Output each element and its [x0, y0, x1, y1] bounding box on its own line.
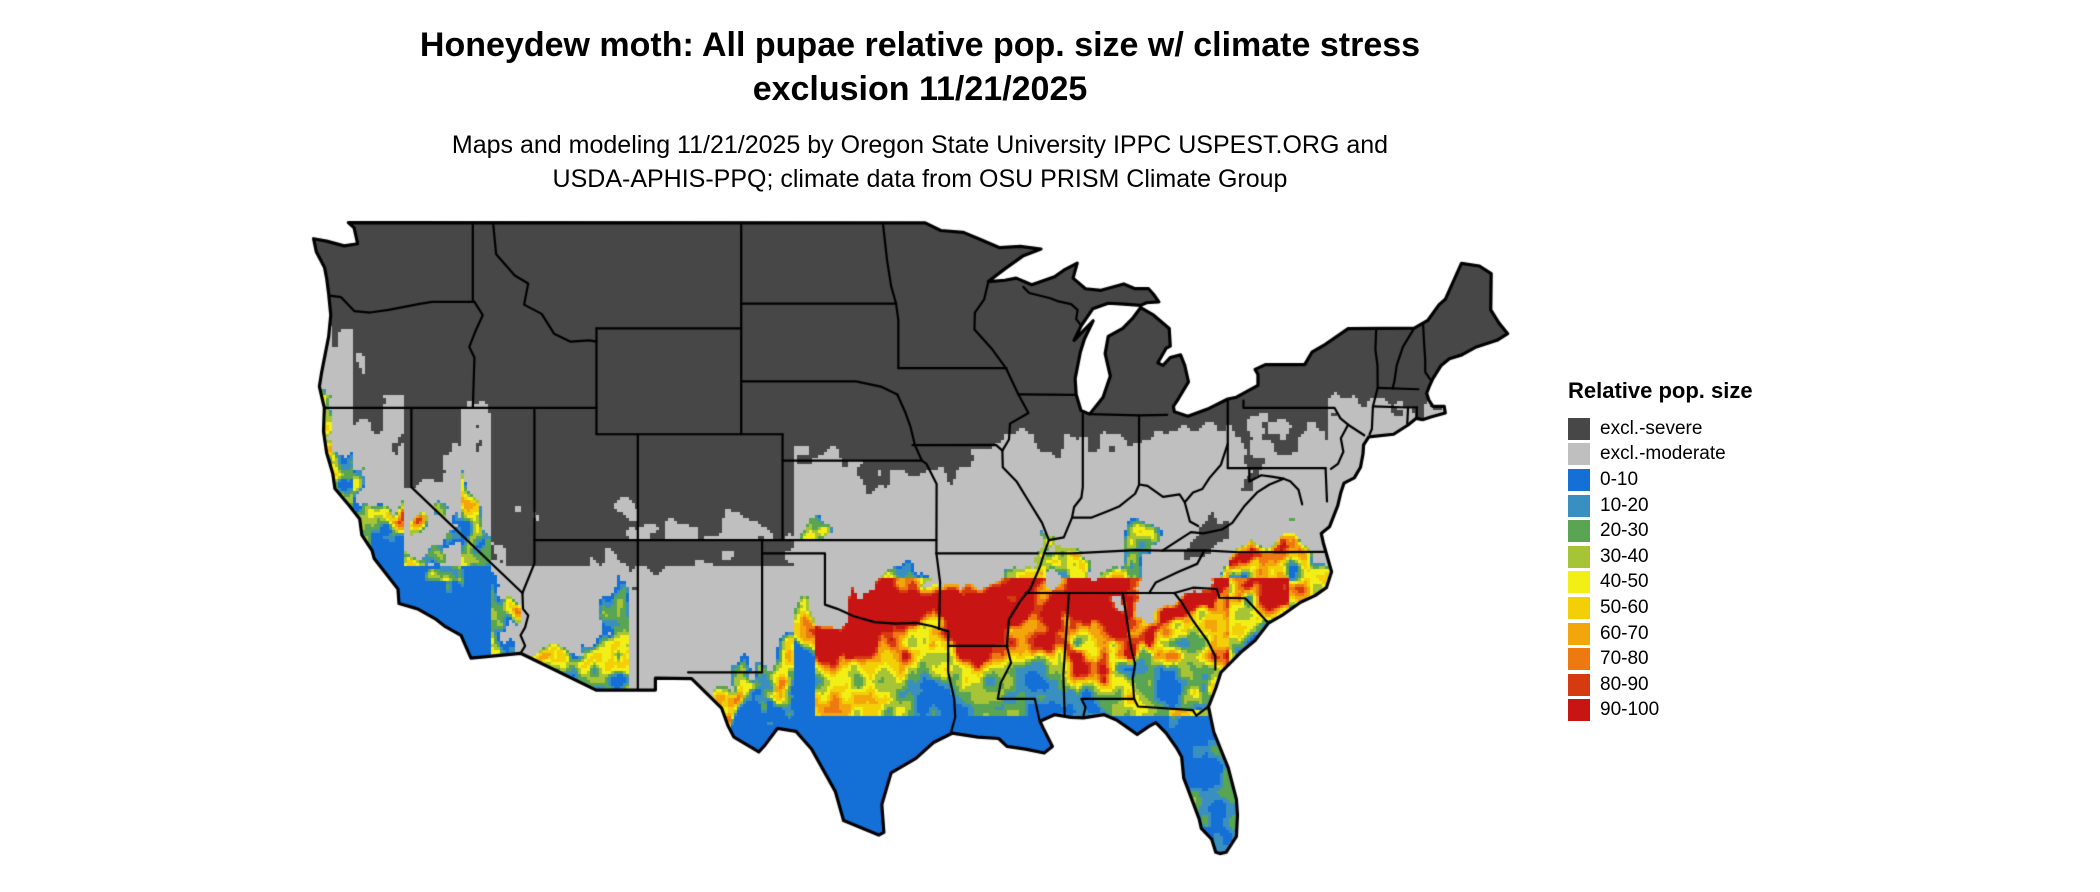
title-line-2: exclusion 11/21/2025: [752, 69, 1088, 108]
legend-label: 30-40: [1600, 545, 1649, 567]
legend-swatch: [1568, 545, 1590, 568]
legend-row: 80-90: [1568, 672, 1753, 698]
legend-label: excl.-severe: [1600, 417, 1703, 439]
title-line-1: Honeydew moth: All pupae relative pop. s…: [419, 26, 1421, 64]
legend-swatch: [1568, 699, 1590, 722]
page-subtitle: Maps and modeling 11/21/2025 by Oregon S…: [20, 129, 1820, 196]
legend-swatch: [1568, 520, 1590, 543]
legend-swatch: [1568, 648, 1590, 671]
legend-label: 70-80: [1600, 648, 1649, 670]
legend-row: excl.-severe: [1568, 416, 1753, 442]
legend-swatch: [1568, 417, 1590, 440]
legend-swatch: [1568, 596, 1590, 619]
legend-row: excl.-moderate: [1568, 442, 1753, 468]
subtitle-line-2: USDA-APHIS-PPQ; climate data from OSU PR…: [552, 164, 1288, 193]
legend-row: 0-10: [1568, 467, 1753, 493]
legend-swatch: [1568, 673, 1590, 696]
legend-label: 50-60: [1600, 596, 1649, 618]
legend-swatch: [1568, 571, 1590, 594]
legend-title: Relative pop. size: [1568, 378, 1753, 403]
legend-label: 10-20: [1600, 494, 1649, 516]
legend-swatch: [1568, 468, 1590, 491]
legend-rows: excl.-severe excl.-moderate 0-10 10-20 20-30…: [1568, 416, 1753, 723]
legend-label: excl.-moderate: [1600, 443, 1726, 465]
legend-label: 0-10: [1600, 468, 1639, 490]
legend-row: 40-50: [1568, 570, 1753, 596]
title-block: Honeydew moth: All pupae relative pop. s…: [20, 24, 1820, 196]
legend-row: 50-60: [1568, 595, 1753, 621]
subtitle-line-1: Maps and modeling 11/21/2025 by Oregon S…: [451, 131, 1389, 160]
legend-row: 90-100: [1568, 698, 1753, 724]
legend-swatch: [1568, 443, 1590, 466]
page-title: Honeydew moth: All pupae relative pop. s…: [20, 24, 1820, 111]
legend-row: 70-80: [1568, 646, 1753, 672]
legend-swatch: [1568, 622, 1590, 645]
legend-label: 60-70: [1600, 622, 1649, 644]
legend-row: 60-70: [1568, 621, 1753, 647]
legend: Relative pop. size excl.-severe excl.-mod…: [1568, 378, 1753, 723]
legend-label: 90-100: [1600, 699, 1660, 721]
legend-row: 20-30: [1568, 518, 1753, 544]
legend-row: 30-40: [1568, 544, 1753, 570]
legend-swatch: [1568, 494, 1590, 517]
legend-label: 40-50: [1600, 571, 1649, 593]
legend-label: 80-90: [1600, 673, 1649, 695]
legend-row: 10-20: [1568, 493, 1753, 519]
us-population-map: [308, 212, 1528, 884]
legend-label: 20-30: [1600, 520, 1649, 542]
